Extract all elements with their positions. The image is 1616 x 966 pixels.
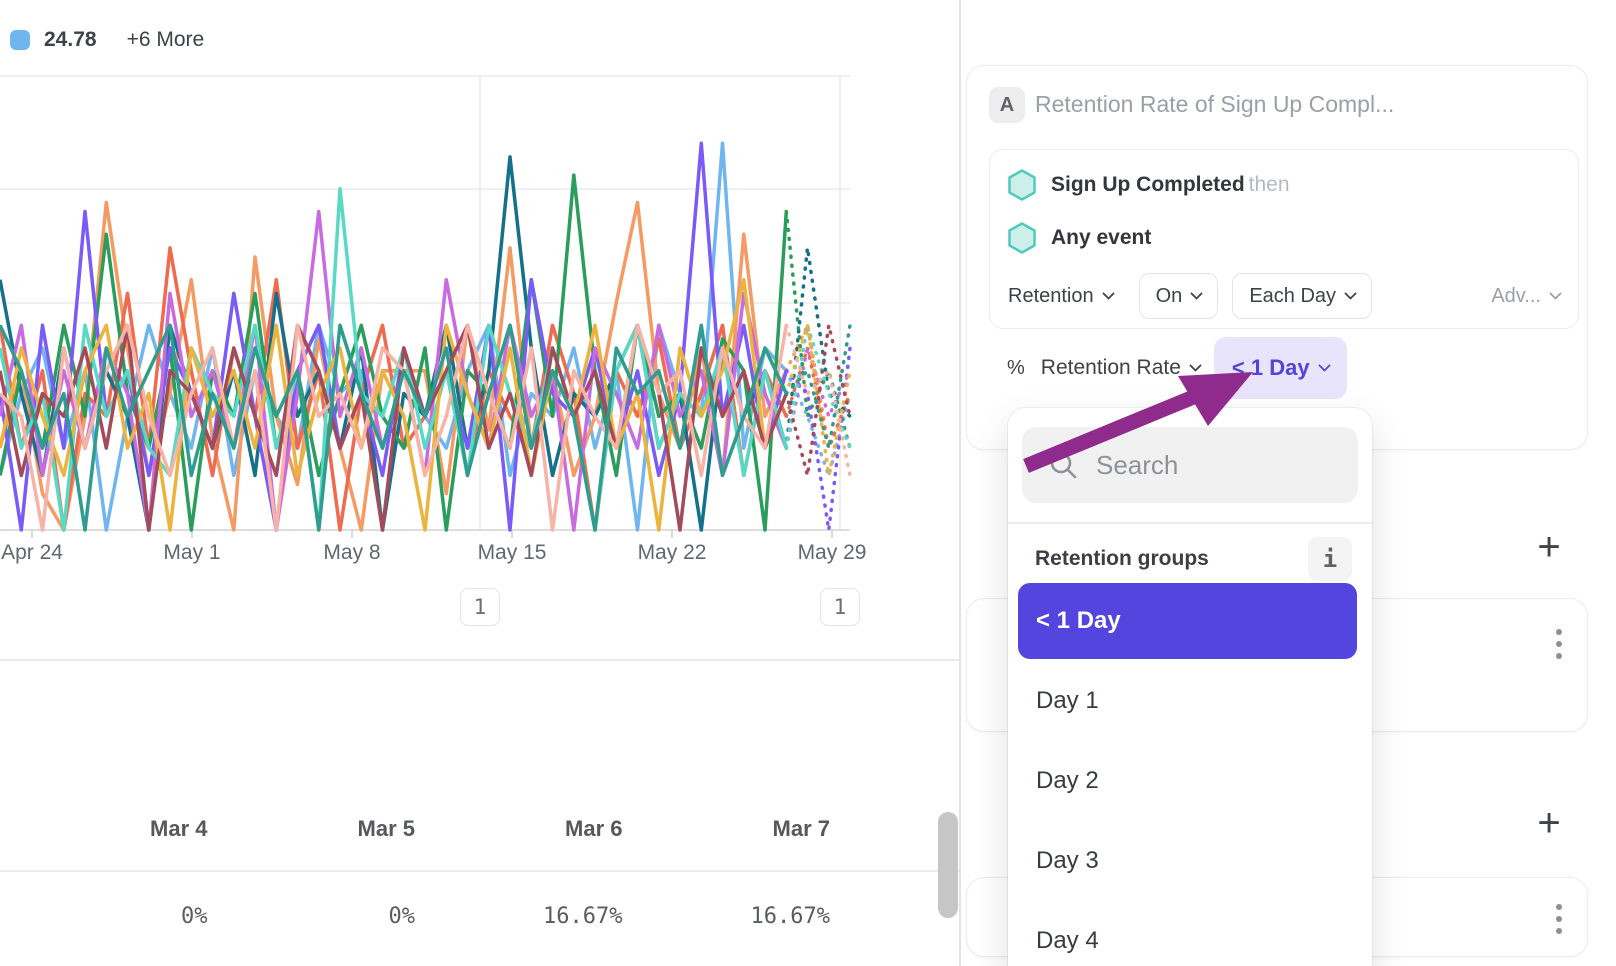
popover-section-header: Retention groups i: [1035, 536, 1352, 582]
event-row-second[interactable]: Any event: [1008, 220, 1155, 256]
series-line-projected: [784, 346, 852, 532]
x-axis-labels: Apr 24 May 1 May 8 May 15 May 22 May 29: [0, 541, 900, 569]
info-icon[interactable]: i: [1308, 537, 1352, 581]
retention-group-popover: Retention groups i < 1 Day Day 1 Day 2 Day …: [1008, 408, 1372, 966]
event-suffix: then: [1248, 173, 1290, 196]
chart-series: [0, 141, 852, 532]
annotation-marker[interactable]: 1: [460, 588, 500, 626]
legend-swatch: [10, 30, 30, 50]
legend-series-label[interactable]: 24.78: [44, 28, 97, 51]
event-row-first[interactable]: Sign Up Completed then: [1008, 167, 1290, 203]
metric-row: % Retention Rate < 1 Day: [1007, 337, 1347, 399]
series-line-projected: [784, 323, 852, 478]
metric-dropdown[interactable]: Retention Rate: [1041, 356, 1202, 380]
percent-icon: %: [1007, 356, 1025, 379]
kebab-menu-icon[interactable]: [1551, 620, 1567, 668]
chevron-down-icon: [1101, 287, 1115, 300]
x-axis-tick-label: May 15: [477, 541, 547, 564]
search-input[interactable]: [1096, 449, 1336, 481]
cohort-table: Mar 4 Mar 5 Mar 6 Mar 7 0% 0% 16.67% 16.67%: [0, 806, 961, 940]
chevron-down-icon: [1317, 359, 1331, 372]
series-line-projected: [784, 209, 852, 450]
retention-line-chart: [0, 75, 852, 538]
add-step-button[interactable]: +: [1527, 525, 1571, 569]
dropdown-item[interactable]: Day 2: [1036, 767, 1099, 794]
panel-divider: [959, 0, 961, 966]
retention-group-chip[interactable]: < 1 Day: [1213, 337, 1347, 399]
series-line-projected: [784, 346, 852, 450]
series-line-projected: [784, 323, 852, 478]
event-definition-card: Sign Up Completed then Any event Retentio…: [989, 149, 1579, 329]
dropdown-item-list: < 1 Day Day 1 Day 2 Day 3 Day 4: [1018, 583, 1357, 966]
table-column-header: Mar 4: [150, 816, 208, 841]
table-column-header: Mar 6: [565, 816, 623, 841]
dropdown-item[interactable]: Day 1: [1036, 687, 1099, 714]
chevron-down-icon: [1189, 359, 1202, 372]
add-step-button[interactable]: +: [1527, 801, 1571, 845]
table-cell-value: 0%: [181, 904, 208, 929]
on-dropdown-button[interactable]: On: [1138, 273, 1219, 319]
series-line: [0, 323, 789, 532]
advanced-dropdown[interactable]: Adv...: [1491, 285, 1562, 308]
kebab-menu-icon[interactable]: [1551, 895, 1567, 943]
dropdown-item-selected[interactable]: < 1 Day: [1018, 583, 1357, 659]
cohort-table-value-row: 0% 0% 16.67% 16.67%: [0, 894, 830, 940]
chevron-down-icon: [1549, 287, 1562, 300]
vertical-scrollbar[interactable]: [938, 812, 958, 918]
table-column-header: Mar 7: [772, 816, 830, 841]
section-divider: [0, 659, 961, 661]
step-badge: A: [989, 87, 1025, 123]
series-line-projected: [784, 369, 852, 478]
hexagon-event-icon: [1008, 169, 1036, 201]
x-axis-tick-label: Apr 24: [1, 541, 63, 564]
annotation-marker[interactable]: 1: [820, 588, 860, 626]
x-axis-ticks: [31, 530, 833, 538]
measure-dropdown[interactable]: Retention: [1008, 285, 1115, 308]
query-title[interactable]: Retention Rate of Sign Up Compl...: [1035, 91, 1395, 117]
series-line: [0, 277, 788, 532]
x-axis-tick-label: May 22: [637, 541, 707, 564]
popover-search[interactable]: [1022, 427, 1358, 503]
series-line: [0, 323, 788, 532]
series-line-projected: [784, 323, 852, 450]
dropdown-item[interactable]: Day 3: [1036, 847, 1099, 874]
x-axis-tick-label: May 29: [797, 541, 867, 564]
granularity-dropdown-button[interactable]: Each Day: [1232, 273, 1373, 319]
chevron-down-icon: [1344, 287, 1357, 300]
x-axis-tick-label: May 8: [323, 541, 381, 564]
event-name[interactable]: Any event: [1051, 226, 1152, 249]
legend-more-label[interactable]: +6 More: [126, 28, 205, 51]
table-column-header: Mar 5: [357, 816, 415, 841]
query-card-a: A Retention Rate of Sign Up Compl... Sig…: [966, 65, 1588, 450]
table-cell-value: 16.67%: [750, 904, 830, 929]
table-cell-value: 16.67%: [543, 904, 623, 929]
popover-divider: [1008, 522, 1372, 524]
hexagon-event-icon: [1008, 222, 1036, 254]
series-line-projected: [784, 346, 852, 450]
series-line-projected: [784, 246, 852, 450]
table-cell-value: 0%: [388, 904, 416, 929]
dropdown-item[interactable]: Day 4: [1036, 927, 1099, 954]
x-axis-tick-label: May 1: [163, 541, 221, 564]
controls-row: Retention On Each Day Adv...: [1008, 272, 1562, 320]
table-header-divider: [0, 870, 961, 872]
section-label: Retention groups: [1035, 547, 1209, 570]
chart-legend[interactable]: 24.78 +6 More: [10, 28, 204, 52]
series-line: [0, 187, 788, 532]
chevron-down-icon: [1190, 287, 1204, 300]
cohort-table-header-row: Mar 4 Mar 5 Mar 6 Mar 7: [0, 806, 830, 852]
search-icon: [1050, 452, 1077, 479]
event-name[interactable]: Sign Up Completed: [1051, 173, 1245, 196]
